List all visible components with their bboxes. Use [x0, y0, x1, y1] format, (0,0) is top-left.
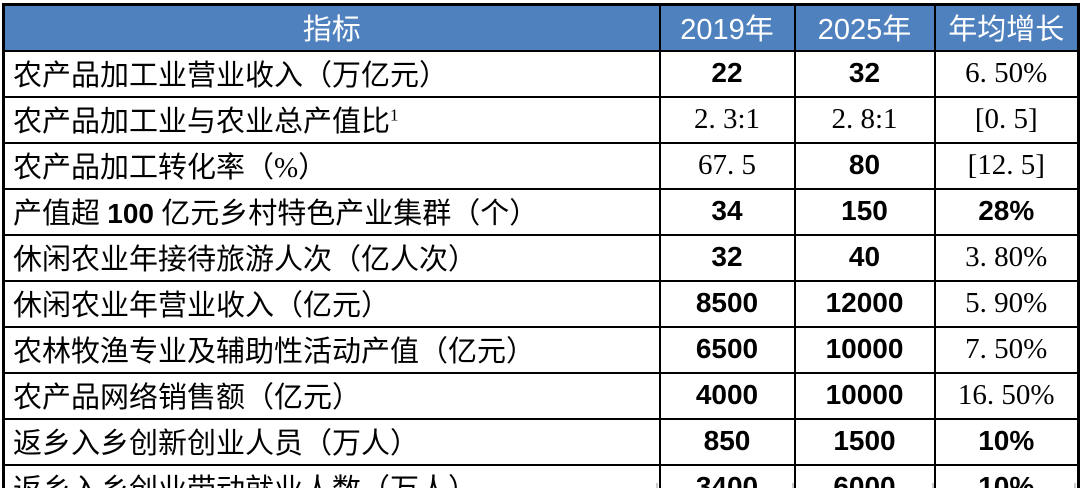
growth-cell: 16. 50% — [933, 372, 1080, 420]
column-header-2025: 2025年 — [793, 3, 936, 52]
indicator-label-text: 返乡入乡创新创业人员（万人） — [13, 428, 420, 460]
table-body: 农产品加工业营业收入（万亿元） 22 32 6. 50% 农产品加工业与农业总产值比1 2… — [2, 50, 1080, 488]
growth-cell: [12. 5] — [933, 142, 1080, 190]
table-row: 产值超 100 亿元乡村特色产业集群（个） 34 150 28% — [2, 188, 1080, 236]
value-2019-cell: 6500 — [658, 326, 796, 374]
growth-cell: 28% — [933, 188, 1080, 236]
value-2019-cell: 3400 — [658, 464, 796, 488]
value-2019-cell: 67. 5 — [658, 142, 796, 190]
table-row: 农产品加工转化率（%） 67. 5 80 [12. 5] — [2, 142, 1080, 190]
value-2019-cell: 22 — [658, 50, 796, 98]
bold-number: 100 — [107, 198, 154, 229]
growth-cell: 10% — [933, 464, 1080, 488]
indicator-label-text: 农产品加工转化率（%） — [13, 152, 328, 184]
table-row: 休闲农业年营业收入（亿元） 8500 12000 5. 90% — [2, 280, 1080, 328]
value-2019-cell: 850 — [658, 418, 796, 466]
indicator-label-cell: 返乡入乡创新创业人员（万人） — [2, 418, 661, 466]
value-2025-cell: 6000 — [793, 464, 936, 488]
column-header-indicator: 指标 — [2, 3, 661, 52]
indicator-label-cell: 返乡入乡创业带动就业人数（万人） — [2, 464, 661, 488]
table-header-row: 指标 2019年 2025年 年均增长 — [2, 3, 1080, 52]
growth-cell: 7. 50% — [933, 326, 1080, 374]
indicator-label-cell: 农产品加工业营业收入（万亿元） — [2, 50, 661, 98]
value-2019-cell: 2. 3:1 — [658, 96, 796, 144]
indicator-label-cell: 农林牧渔专业及辅助性活动产值（亿元） — [2, 326, 661, 374]
table-row: 农产品网络销售额（亿元） 4000 10000 16. 50% — [2, 372, 1080, 420]
value-2025-cell: 12000 — [793, 280, 936, 328]
value-2019-cell: 8500 — [658, 280, 796, 328]
growth-cell: 10% — [933, 418, 1080, 466]
growth-cell: [0. 5] — [933, 96, 1080, 144]
indicator-label-text: 休闲农业年营业收入（亿元） — [13, 290, 391, 322]
table-row: 农产品加工业与农业总产值比1 2. 3:1 2. 8:1 [0. 5] — [2, 96, 1080, 144]
value-2025-cell: 32 — [793, 50, 936, 98]
growth-cell: 3. 80% — [933, 234, 1080, 282]
indicator-label-cell: 农产品加工业与农业总产值比1 — [2, 96, 661, 144]
value-2025-cell: 150 — [793, 188, 936, 236]
value-2025-cell: 10000 — [793, 372, 936, 420]
value-2025-cell: 80 — [793, 142, 936, 190]
value-2025-cell: 1500 — [793, 418, 936, 466]
table-row: 返乡入乡创新创业人员（万人） 850 1500 10% — [2, 418, 1080, 466]
indicator-label-text: 农产品加工业营业收入（万亿元） — [13, 60, 449, 92]
value-2025-cell: 2. 8:1 — [793, 96, 936, 144]
indicator-label-text: 农林牧渔专业及辅助性活动产值（亿元） — [13, 336, 536, 368]
indicator-label-text: 亿元乡村特色产业集群（个） — [153, 198, 539, 230]
table-row: 休闲农业年接待旅游人次（亿人次） 32 40 3. 80% — [2, 234, 1080, 282]
value-2025-cell: 10000 — [793, 326, 936, 374]
table-row: 农产品加工业营业收入（万亿元） 22 32 6. 50% — [2, 50, 1080, 98]
indicator-label-cell: 休闲农业年营业收入（亿元） — [2, 280, 661, 328]
indicator-label-text: 返乡入乡创业带动就业人数（万人） — [13, 474, 477, 488]
growth-cell: 6. 50% — [933, 50, 1080, 98]
value-2019-cell: 4000 — [658, 372, 796, 420]
indicator-label-text: 产值超 — [13, 198, 108, 230]
grid-remnant-line — [1074, 483, 1076, 488]
value-2025-cell: 40 — [793, 234, 936, 282]
document-page: 指标 2019年 2025年 年均增长 农产品加工业营业收入（万亿元） 22 32 6… — [0, 3, 1080, 488]
indicator-label-cell: 产值超 100 亿元乡村特色产业集群（个） — [2, 188, 661, 236]
value-2019-cell: 34 — [658, 188, 796, 236]
indicator-label-text: 休闲农业年接待旅游人次（亿人次） — [13, 244, 478, 276]
grid-remnant-line — [792, 483, 794, 488]
indicator-label-text: 农产品网络销售额（亿元） — [13, 382, 362, 414]
indicator-label-text: 农产品加工业与农业总产值比 — [13, 106, 391, 138]
column-header-2019: 2019年 — [658, 3, 796, 52]
grid-remnant-line — [932, 483, 934, 488]
indicator-label-cell: 休闲农业年接待旅游人次（亿人次） — [2, 234, 661, 282]
growth-cell: 5. 90% — [933, 280, 1080, 328]
indicator-label-cell: 农产品网络销售额（亿元） — [2, 372, 661, 420]
footnote-marker: 1 — [390, 105, 399, 125]
indicators-table: 指标 2019年 2025年 年均增长 农产品加工业营业收入（万亿元） 22 32 6… — [2, 3, 1080, 488]
value-2019-cell: 32 — [658, 234, 796, 282]
indicator-label-cell: 农产品加工转化率（%） — [2, 142, 661, 190]
grid-remnant-line — [656, 483, 658, 488]
table-row: 农林牧渔专业及辅助性活动产值（亿元） 6500 10000 7. 50% — [2, 326, 1080, 374]
column-header-growth: 年均增长 — [933, 3, 1080, 52]
